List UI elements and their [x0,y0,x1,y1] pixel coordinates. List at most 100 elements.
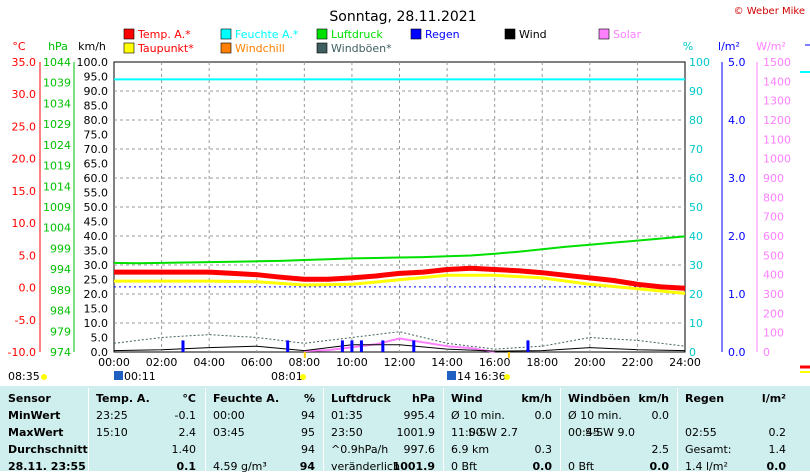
cell-value: 997.6 [403,443,436,456]
humidity-column: Feuchte A.% 00:00 94 03:45 95 94 4.59 g/m³ 94 [209,386,319,473]
wind-tick-label: 0.0 [91,346,109,359]
sensor-column: Sensor MinWert MaxWert Durchschnitt 28.1… [0,386,88,473]
rain-column: Regen l/m² 02:55 0.2 Gesamt: 1.4 1.4 l/m² 0.0 [681,386,790,473]
wind-unit-label: km/h [78,40,106,53]
pressure-tick-label: 1039 [43,77,71,90]
x-tick-label: 12:00 [384,356,416,369]
gust-header-row: Windböen km/h [564,390,673,407]
series-line-wind [113,344,686,352]
pressure-tick-label: 1044 [43,56,71,69]
humidity-header: Feuchte A. [213,392,280,405]
pressure-tick-label: 994 [50,263,71,276]
pressure-row: 23:50 1001.9 [327,424,439,441]
cell-label: 0 Bft [451,460,478,473]
data-series [113,78,686,353]
cell-value: 94 [301,409,315,422]
cell-label: 4.59 g/m³ [213,460,267,473]
cell-value: 0.0 [532,460,553,473]
wind-tick-label: 60.0 [84,172,109,185]
temp-column: Temp. A. °C 23:25 -0.1 15:10 2.4 1.40 0.1 [92,386,200,473]
cell-value: 0.0 [649,460,670,473]
temp-unit-label: °C [12,40,26,53]
solar-tick-label: 500 [763,249,784,262]
humidity-tick-label: 70 [689,143,703,156]
series-line-tempa [114,265,686,291]
sunset-icon [504,374,510,380]
x-tick-label: 20:00 [574,356,606,369]
rain-bar [412,340,416,352]
temp-row: 0.1 [92,458,200,475]
cell-label: 1.4 l/m² [685,460,728,473]
time-markers: 08:35 00:11 08:01 14 16:36 [8,44,810,383]
temp-tick-label: 15.0 [12,185,37,198]
pressure-tick-label: 1034 [43,97,71,110]
cell-value: 1001.9 [396,426,436,439]
legend-swatch [220,42,232,54]
x-tick-label: 16:00 [479,356,511,369]
legend-swatch [598,28,610,40]
legend-swatch [316,28,328,40]
rain-tick-label: 2.0 [728,230,746,243]
temp-tick-label: 5.0 [19,249,37,262]
rain-row: 02:55 0.2 [681,424,790,441]
legend-label: Taupunkt* [137,42,194,55]
gust-column: Windböen km/h Ø 10 min. 0.0 00:45 S-SW 9.0 2.5… [564,386,673,473]
temp-tick-label: 20.0 [12,153,37,166]
cell-value: 1001.9 [392,460,435,473]
wind-tick-label: 25.0 [84,274,109,287]
axis-unit-labels: °C hPa km/h % l/m² W/m² [12,40,785,53]
solar-tick-label: 1500 [763,56,791,69]
rain-bar [381,340,385,352]
x-tick-label: 02:00 [146,356,178,369]
wind-tick-label: 5.0 [91,332,109,345]
humidity-row: 94 [209,441,319,458]
wind-row: 11:00 S-SW 2.7 [447,424,556,441]
legend-swatch [123,42,135,54]
humidity-row: 4.59 g/m³ 94 [209,458,319,475]
legend-label: Temp. A.* [137,28,191,41]
cell-label: 02:55 [685,426,717,439]
cell-label: veränderlich [331,460,400,473]
cell-value: 0.0 [534,409,553,422]
humidity-tick-label: 10 [689,317,703,330]
column-separator [323,388,324,471]
humidity-tick-label: 50 [689,201,703,214]
temp-row: 1.40 [92,441,200,458]
temp-unit: °C [182,392,196,405]
rain-row [681,407,790,424]
rain-bar [359,340,363,352]
rain-unit-label: l/m² [718,40,740,53]
temp-tick-label: -5.0 [15,314,36,327]
humidity-unit-label: % [683,40,693,53]
axis-ticks: 35.030.025.020.015.010.05.00.0-5.0-10.01… [8,56,791,369]
cell-direction: S-SW 2.7 [468,426,518,439]
pressure-unit-label: hPa [48,40,68,53]
cell-label: Gesamt: [685,443,732,456]
humidity-tick-label: 100 [689,56,710,69]
wind-header: Wind [451,392,483,405]
legend-label: Luftdruck [331,28,383,41]
solar-tick-label: 400 [763,269,784,282]
wind-unit: km/h [521,392,552,405]
solar-tick-label: 700 [763,211,784,224]
rain-bar [340,340,344,352]
rain-row: 1.4 l/m² 0.0 [681,458,790,475]
humidity-tick-label: 80 [689,114,703,127]
humidity-tick-label: 0 [689,346,696,359]
wind-tick-label: 65.0 [84,158,109,171]
pressure-header-row: Luftdruck hPa [327,390,439,407]
cell-value: 0.0 [766,460,787,473]
cell-label: 03:45 [213,426,245,439]
cell-value: 95 [301,426,315,439]
x-tick-label: 08:00 [288,356,320,369]
temp-header: Temp. A. [96,392,150,405]
humidity-header-row: Feuchte A.% [209,390,319,407]
legend-label: Windchill [235,42,285,55]
rain-bar [350,340,354,352]
pressure-tick-label: 1019 [43,160,71,173]
pressure-row: veränderlich 1001.9 [327,458,439,475]
cell-label: ^0.9hPa/h [331,443,389,456]
wind-tick-label: 75.0 [84,129,109,142]
plot-grid [113,61,686,353]
wind-tick-label: 80.0 [84,114,109,127]
